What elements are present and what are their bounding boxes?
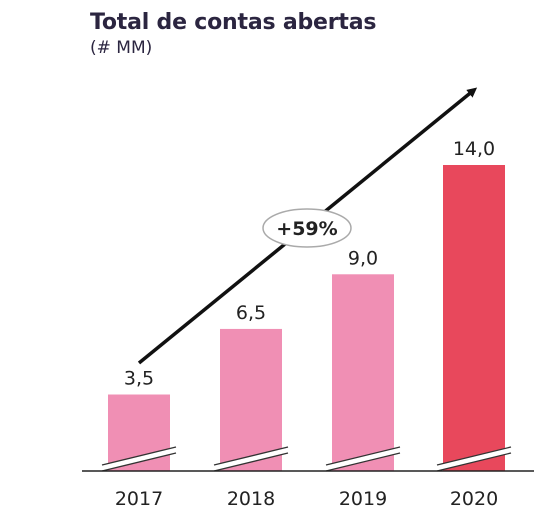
category-label-2020: 2020 [450, 488, 498, 510]
category-label-2019: 2019 [339, 488, 387, 510]
bar-2019 [332, 274, 394, 471]
growth-badge [262, 208, 352, 248]
category-label-2018: 2018 [227, 488, 275, 510]
bar-2020 [443, 165, 505, 471]
axis-break-2019 [325, 446, 401, 472]
axis-break-2017 [101, 446, 177, 472]
category-label-2017: 2017 [115, 488, 163, 510]
bars-layer [108, 165, 505, 471]
growth-annotation: +59% [137, 87, 478, 365]
bar-2018 [220, 328, 282, 471]
axis-breaks-layer [101, 446, 512, 472]
value-label-2019: 9,0 [348, 247, 378, 269]
labels-layer: 3,5 2017 6,5 2018 9,0 2019 14,0 2020 [115, 138, 498, 510]
chart-title: Total de contas abertas [90, 10, 377, 35]
value-label-2020: 14,0 [453, 138, 495, 160]
chart-subtitle: (# MM) [90, 38, 153, 58]
growth-label: +59% [276, 218, 337, 240]
axis-break-2020 [436, 446, 512, 472]
value-label-2017: 3,5 [124, 368, 154, 390]
axis-break-2018 [213, 446, 289, 472]
value-label-2018: 6,5 [236, 302, 266, 324]
